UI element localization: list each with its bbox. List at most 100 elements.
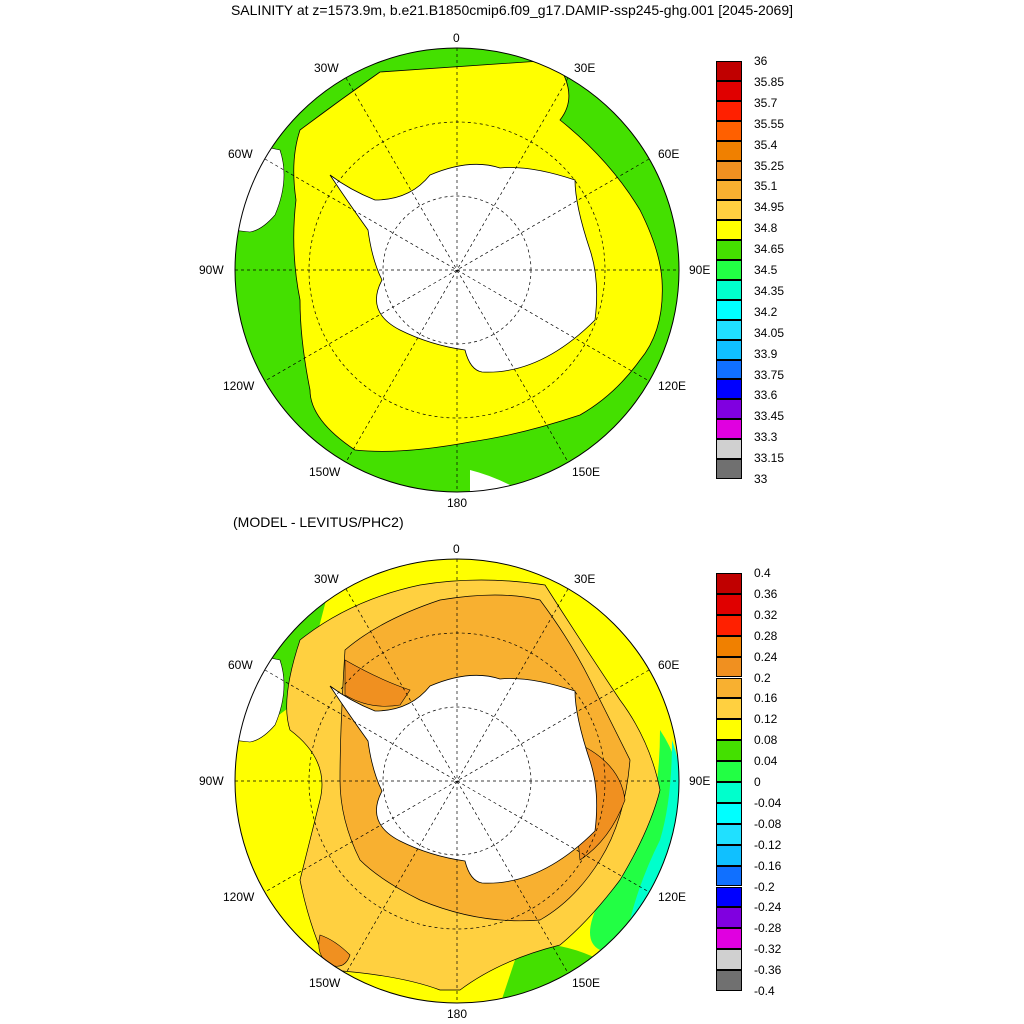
bottom-colorbar-color-box: [716, 782, 742, 803]
top-colorbar-label: 33.15: [754, 451, 785, 466]
bottom-colorbar-label: -0.32: [754, 942, 782, 957]
bottom-colorbar-color-box: [716, 698, 742, 720]
top-colorbar-color-box: [716, 359, 742, 380]
bottom-colorbar-color-box: [716, 635, 742, 657]
top-colorbar-color-box: [716, 160, 742, 181]
bottom-lon-120w: 120W: [223, 890, 255, 904]
bottom-colorbar-label: -0.28: [754, 921, 782, 936]
bottom-lon-30w: 30W: [314, 572, 339, 586]
top-colorbar-color-box: [716, 260, 742, 280]
top-colorbar-label: 33: [754, 472, 768, 486]
bottom-lon-90e: 90E: [689, 774, 711, 788]
top-colorbar-label: 36: [754, 54, 768, 68]
bottom-colorbar-label: 0: [754, 775, 761, 789]
top-lon-120w: 120W: [223, 379, 255, 393]
top-colorbar-label: 35.4: [754, 137, 778, 152]
bottom-colorbar-color-box: [716, 907, 742, 929]
bottom-colorbar: 0.4 0.36 0.32 0.28 0.24 0.2 0.16 0.12 0.08 0.04 0 -…: [716, 566, 796, 998]
bottom-colorbar-label: -0.16: [754, 858, 782, 873]
top-colorbar-color-box: [716, 399, 742, 420]
bottom-graticule: [235, 559, 679, 1003]
top-colorbar-color-box: [716, 319, 742, 340]
top-colorbar-color-box: [716, 80, 742, 101]
top-colorbar-label: 33.75: [754, 367, 785, 382]
bottom-colorbar-label: 0.12: [754, 712, 778, 727]
bottom-colorbar-label: 0.24: [754, 649, 778, 664]
bottom-colorbar-color-box: [716, 844, 742, 866]
top-colorbar-color-box: [716, 220, 742, 241]
top-lon-30e: 30E: [574, 61, 596, 75]
top-colorbar-color-box: [716, 61, 742, 81]
top-colorbar-label: 35.25: [754, 158, 785, 173]
top-antarctica: [329, 163, 598, 373]
top-lon-120e: 120E: [658, 379, 687, 393]
top-graticule: [235, 48, 679, 492]
top-lon-60w: 60W: [228, 147, 253, 161]
bottom-colorbar-color-box: [716, 886, 742, 908]
top-colorbar-label: 34.65: [754, 242, 785, 257]
bottom-colorbar-label: 0.08: [754, 733, 778, 748]
bottom-orange-patch-sw: [318, 934, 351, 967]
bottom-lon-0: 0: [453, 542, 460, 556]
top-colorbar-label: 34.35: [754, 283, 785, 298]
top-colorbar-color-box: [716, 419, 742, 440]
bottom-colorbar-color-box: [716, 719, 742, 741]
bottom-colorbar-label: 0.32: [754, 607, 778, 622]
bottom-colorbar-label: 0.04: [754, 754, 778, 769]
bottom-colorbar-color-box: [716, 677, 742, 699]
top-colorbar-color-box: [716, 120, 742, 141]
bottom-antarctica: [329, 674, 598, 884]
top-colorbar-color-box: [716, 200, 742, 221]
top-colorbar-label: 34.2: [754, 304, 778, 319]
top-colorbar-label: 35.85: [754, 74, 785, 89]
top-colorbar-color-box: [716, 299, 742, 320]
bottom-lon-150w: 150W: [309, 976, 341, 990]
bottom-colorbar-color-box: [716, 740, 742, 762]
bottom-colorbar-color-box: [716, 656, 742, 678]
top-colorbar-color-box: [716, 240, 742, 261]
bottom-colorbar-color-box: [716, 802, 742, 824]
bottom-colorbar-color-box: [716, 761, 742, 782]
top-colorbar-color-box: [716, 439, 742, 460]
top-lon-30w: 30W: [314, 61, 339, 75]
top-colorbar-label: 33.9: [754, 346, 778, 361]
bottom-colorbar-color-box: [716, 865, 742, 887]
bottom-colorbar-label: -0.4: [754, 984, 775, 998]
bottom-light-green-e: [590, 730, 679, 950]
top-lon-150e: 150E: [572, 465, 601, 479]
bottom-lon-60w: 60W: [228, 658, 253, 672]
top-lon-90e: 90E: [689, 263, 711, 277]
top-lon-90w: 90W: [199, 263, 224, 277]
top-colorbar-label: 33.3: [754, 430, 778, 445]
bottom-colorbar-label: -0.12: [754, 837, 782, 852]
top-lon-0: 0: [453, 31, 460, 45]
bottom-green-se: [500, 944, 600, 1003]
bottom-lon-180: 180: [447, 1007, 468, 1021]
bottom-colorbar-color-box: [716, 949, 742, 971]
top-lon-150w: 150W: [309, 465, 341, 479]
top-colorbar-color-box: [716, 100, 742, 121]
bottom-colorbar-color-box: [716, 593, 742, 615]
top-colorbar-label: 33.6: [754, 388, 778, 403]
bottom-lon-60e: 60E: [658, 658, 680, 672]
top-colorbar-label: 34.5: [754, 263, 778, 277]
figure-title: SALINITY at z=1573.9m, b.e21.B1850cmip6.…: [230, 2, 794, 18]
top-colorbar-color-box: [716, 279, 742, 300]
bottom-colorbar-color-box: [716, 928, 742, 950]
top-colorbar: 36 35.85 35.7 35.55 35.4 35.25 35.1 34.95 34.8 34…: [716, 54, 796, 486]
top-lon-180: 180: [447, 496, 468, 510]
bottom-colorbar-label: 0.2: [754, 670, 771, 685]
bottom-colorbar-label: -0.36: [754, 963, 782, 978]
top-colorbar-label: 35.55: [754, 116, 785, 131]
top-bottom-gap: [470, 470, 510, 492]
bottom-lon-30e: 30E: [574, 572, 596, 586]
top-lon-60e: 60E: [658, 147, 680, 161]
bottom-lon-120e: 120E: [658, 890, 687, 904]
bottom-subtitle: (MODEL - LEVITUS/PHC2): [233, 514, 404, 530]
top-colorbar-label: 35.7: [754, 95, 778, 110]
top-colorbar-color-box: [716, 379, 742, 400]
bottom-colorbar-label: 0.28: [754, 628, 778, 643]
top-colorbar-label: 35.1: [754, 179, 778, 194]
bottom-colorbar-color-box: [716, 823, 742, 845]
